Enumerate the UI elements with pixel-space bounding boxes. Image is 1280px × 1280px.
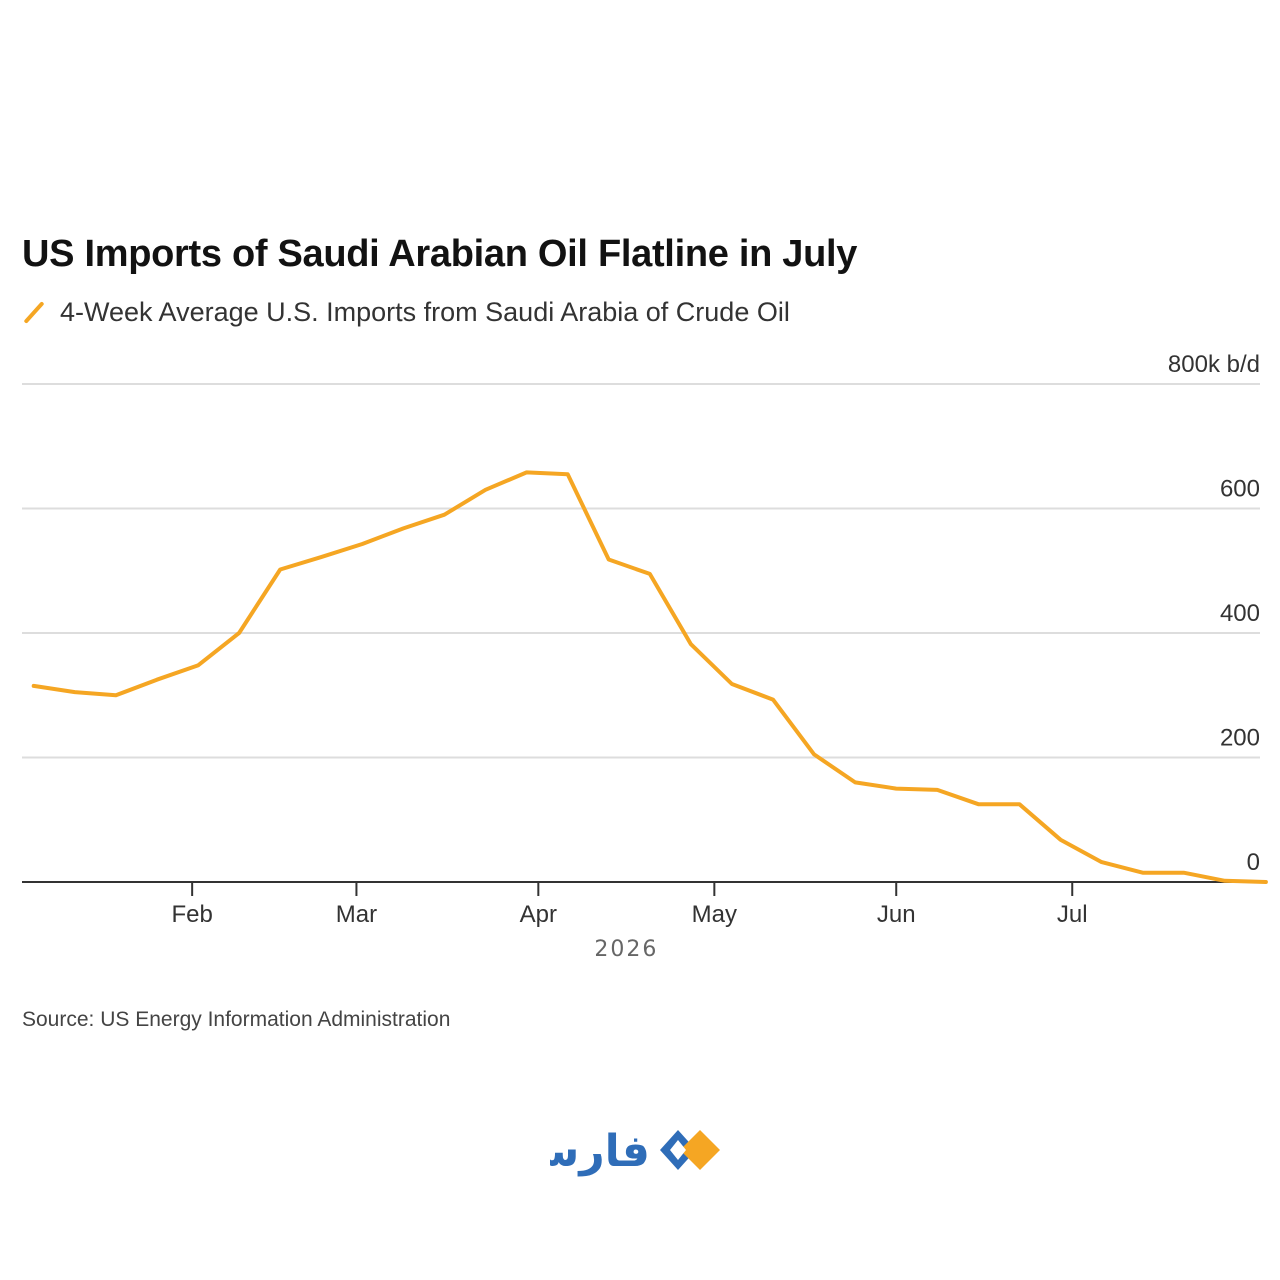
x-tick-label: Jul xyxy=(1057,901,1088,928)
chart-title: US Imports of Saudi Arabian Oil Flatline… xyxy=(22,233,858,275)
x-tick-label: Mar xyxy=(336,901,377,928)
fars-diamond-icon xyxy=(660,1130,720,1170)
line-chart: 800k b/d 600 400 200 0 Feb Mar Apr May Jun Jul 2026 xyxy=(22,351,1268,962)
legend-line-icon xyxy=(22,300,46,324)
source-note: Source: US Energy Information Administra… xyxy=(22,1008,451,1031)
legend-label: 4-Week Average U.S. Imports from Saudi A… xyxy=(60,296,790,327)
legend: 4-Week Average U.S. Imports from Saudi A… xyxy=(22,293,790,331)
year-label: 2026 xyxy=(594,937,658,962)
y-tick-label: 200 xyxy=(1220,725,1260,752)
fars-logo: فارس xyxy=(519,1118,730,1182)
logo-text: فارس xyxy=(550,1126,650,1177)
y-tick-label: 400 xyxy=(1220,600,1260,627)
y-tick-label: 0 xyxy=(1247,849,1260,876)
x-tick-label: Jun xyxy=(877,901,916,928)
x-tick-label: Apr xyxy=(520,901,557,928)
series-line xyxy=(31,470,1268,884)
x-tick-label: May xyxy=(692,901,737,928)
x-tick-label: Feb xyxy=(171,901,212,928)
y-tick-label: 800k b/d xyxy=(1168,351,1260,378)
y-tick-label: 600 xyxy=(1220,476,1260,503)
